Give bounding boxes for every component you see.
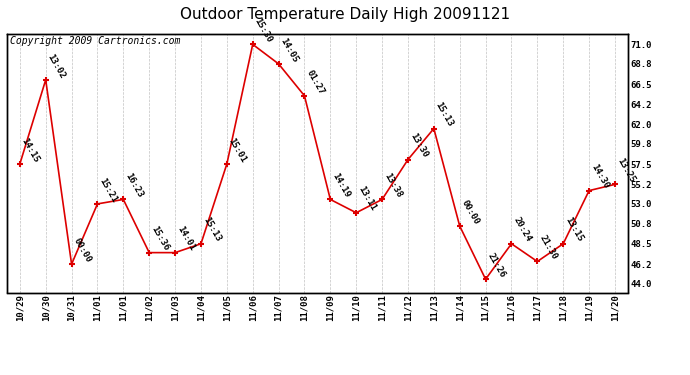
Text: 13:15: 13:15 — [563, 216, 584, 244]
Text: Outdoor Temperature Daily High 20091121: Outdoor Temperature Daily High 20091121 — [180, 8, 510, 22]
Text: 14:15: 14:15 — [20, 136, 41, 164]
Text: 13:02: 13:02 — [46, 52, 67, 80]
Text: Copyright 2009 Cartronics.com: Copyright 2009 Cartronics.com — [10, 36, 180, 46]
Text: 15:13: 15:13 — [434, 101, 455, 129]
Text: 15:21: 15:21 — [97, 176, 119, 204]
Text: 13:30: 13:30 — [408, 132, 429, 160]
Text: 15:30: 15:30 — [253, 16, 274, 44]
Text: 16:23: 16:23 — [124, 172, 145, 200]
Text: 14:30: 14:30 — [589, 163, 611, 190]
Text: 21:26: 21:26 — [486, 251, 507, 279]
Text: 15:13: 15:13 — [201, 216, 222, 244]
Text: 00:00: 00:00 — [460, 198, 481, 226]
Text: 01:27: 01:27 — [304, 68, 326, 96]
Text: 15:36: 15:36 — [149, 225, 170, 253]
Text: 13:38: 13:38 — [382, 172, 404, 200]
Text: 15:01: 15:01 — [227, 136, 248, 164]
Text: 14:01: 14:01 — [175, 225, 197, 253]
Text: 13:11: 13:11 — [356, 185, 377, 213]
Text: 20:24: 20:24 — [511, 216, 533, 244]
Text: 14:05: 14:05 — [279, 36, 300, 64]
Text: 21:30: 21:30 — [538, 234, 559, 261]
Text: 14:19: 14:19 — [331, 172, 352, 200]
Text: 00:00: 00:00 — [72, 236, 93, 264]
Text: 13:25: 13:25 — [615, 157, 636, 184]
